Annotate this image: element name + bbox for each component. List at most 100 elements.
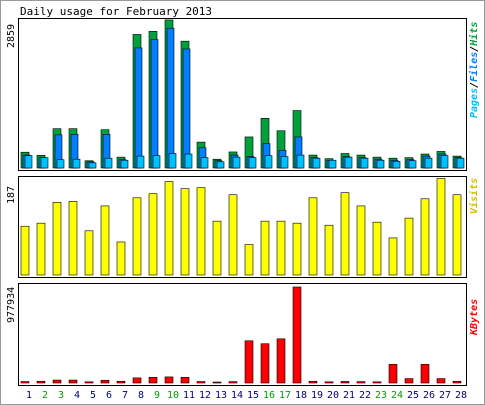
bar-kbytes — [228, 381, 238, 384]
bar-pages — [264, 155, 273, 169]
x-tick-label: 9 — [154, 390, 160, 401]
legend-kbytes: KBytes — [469, 299, 480, 336]
x-tick-label: 13 — [215, 390, 227, 401]
x-tick-label: 1 — [26, 390, 32, 401]
panel-kbytes — [18, 283, 467, 386]
bar-visits — [164, 181, 174, 276]
bar-pages — [120, 159, 129, 169]
bar-kbytes — [84, 381, 94, 384]
x-tick-label: 15 — [247, 390, 259, 401]
bar-files — [182, 48, 191, 169]
max-label-top: 2859 — [6, 24, 17, 48]
bar-visits — [308, 197, 318, 276]
bar-visits — [148, 193, 158, 276]
bar-visits — [68, 201, 78, 276]
bar-kbytes — [20, 381, 30, 384]
bar-kbytes — [436, 378, 446, 384]
bar-kbytes — [340, 381, 350, 384]
bar-visits — [292, 222, 302, 276]
bar-pages — [280, 156, 289, 169]
x-tick-label: 12 — [199, 390, 211, 401]
bar-visits — [116, 241, 126, 276]
bar-kbytes — [260, 343, 270, 384]
bar-pages — [184, 153, 193, 169]
bar-kbytes — [164, 376, 174, 384]
bar-visits — [356, 205, 366, 276]
bar-visits — [132, 197, 142, 276]
x-tick-label: 28 — [455, 390, 467, 401]
bar-kbytes — [68, 379, 78, 384]
bar-pages — [424, 157, 433, 169]
bar-kbytes — [356, 381, 366, 384]
bar-kbytes — [116, 380, 126, 384]
bar-visits — [276, 220, 286, 276]
x-tick-label: 25 — [407, 390, 419, 401]
bar-pages — [344, 156, 353, 169]
bar-kbytes — [308, 380, 318, 384]
x-tick-label: 10 — [167, 390, 179, 401]
bar-pages — [392, 160, 401, 169]
max-label-visits: 187 — [6, 186, 17, 204]
x-tick-label: 8 — [138, 390, 144, 401]
bar-pages — [456, 157, 465, 169]
bar-kbytes — [196, 381, 206, 384]
x-tick-label: 21 — [343, 390, 355, 401]
bar-pages — [440, 155, 449, 169]
x-tick-label: 22 — [359, 390, 371, 401]
bar-kbytes — [212, 381, 222, 384]
x-tick-label: 5 — [90, 390, 96, 401]
bar-visits — [196, 187, 206, 276]
x-tick-label: 17 — [279, 390, 291, 401]
x-tick-label: 26 — [423, 390, 435, 401]
bar-visits — [20, 225, 30, 276]
bar-kbytes — [36, 380, 46, 384]
bar-pages — [72, 158, 81, 169]
bar-pages — [104, 157, 113, 169]
bar-kbytes — [388, 364, 398, 384]
legend-hits: Hits — [468, 22, 480, 47]
legend-visits: Visits — [468, 178, 480, 214]
bar-pages — [168, 153, 177, 169]
bar-pages — [136, 155, 145, 169]
x-tick-label: 23 — [375, 390, 387, 401]
bar-kbytes — [180, 377, 190, 384]
bar-visits — [212, 220, 222, 276]
bar-visits — [388, 237, 398, 276]
bar-pages — [360, 157, 369, 169]
bar-files — [150, 39, 159, 169]
x-tick-label: 24 — [391, 390, 403, 401]
bar-visits — [180, 188, 190, 276]
x-tick-label: 19 — [311, 390, 323, 401]
chart-bars — [20, 19, 465, 384]
x-tick-label: 11 — [183, 390, 195, 401]
bar-visits — [420, 198, 430, 276]
bar-pages — [408, 160, 417, 169]
bar-pages — [40, 157, 49, 169]
bar-pages — [152, 155, 161, 169]
bar-kbytes — [420, 364, 430, 384]
x-tick-label: 2 — [42, 390, 48, 401]
x-tick-label: 14 — [231, 390, 243, 401]
legend-files: Files — [468, 52, 480, 82]
x-tick-label: 4 — [74, 390, 80, 401]
bar-visits — [260, 220, 270, 276]
chart-title: Daily usage for February 2013 — [20, 5, 212, 18]
bar-pages — [88, 162, 97, 169]
bar-kbytes — [100, 379, 110, 384]
bar-kbytes — [276, 338, 286, 384]
x-tick-label: 3 — [58, 390, 64, 401]
bar-pages — [296, 154, 305, 169]
bar-kbytes — [244, 340, 254, 384]
bar-kbytes — [148, 377, 158, 384]
bar-kbytes — [52, 379, 62, 384]
bar-kbytes — [452, 380, 462, 384]
x-tick-label: 20 — [327, 390, 339, 401]
bar-visits — [244, 244, 254, 276]
bar-files — [166, 27, 175, 169]
bar-pages — [248, 157, 257, 169]
x-tick-label: 16 — [263, 390, 275, 401]
x-tick-label: 18 — [295, 390, 307, 401]
bar-visits — [100, 205, 110, 276]
bar-kbytes — [132, 377, 142, 384]
